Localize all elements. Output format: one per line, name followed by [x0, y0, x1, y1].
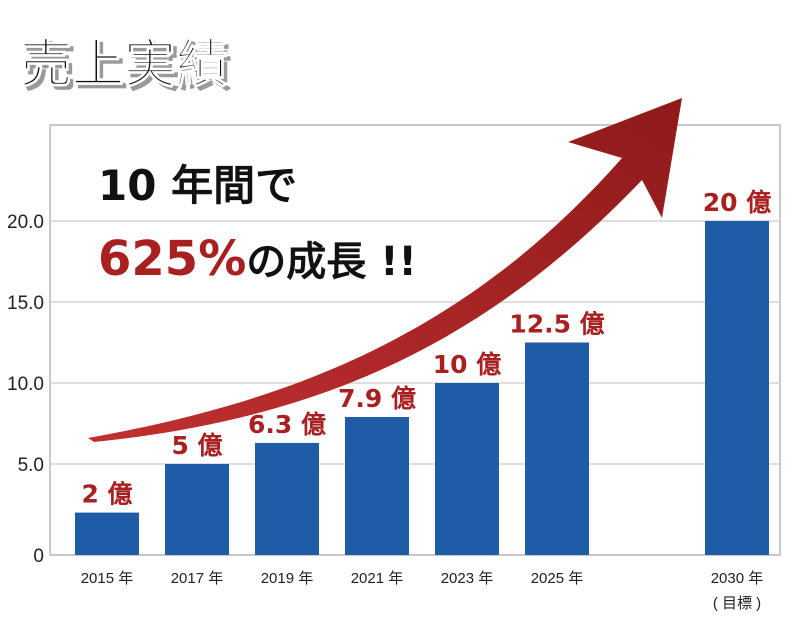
y-tick-label: 15.0 — [7, 293, 44, 314]
x-tick-label: 2019 年 — [261, 570, 314, 587]
chart-title: 売上実績 — [20, 35, 228, 95]
x-axis-ticks: 2015 年 2017 年 2019 年 2021 年 2023 年 2025 年 2030… — [81, 570, 764, 612]
y-tick-label: 20.0 — [7, 212, 44, 233]
bar — [435, 383, 499, 555]
annotation-line2: 625%の成長 !! — [98, 231, 417, 287]
y-axis-ticks: 0 5.0 10.0 15.0 20.0 — [7, 212, 44, 567]
growth-arrow — [88, 98, 682, 442]
x-tick-label: 2023 年 — [441, 570, 494, 587]
bar — [255, 442, 319, 555]
bars — [75, 221, 769, 555]
x-tick-label: 2021 年 — [351, 570, 404, 587]
bar — [345, 417, 409, 555]
value-label: 7.9 億 — [338, 384, 416, 413]
value-labels: 2 億 5 億 6.3 億 7.9 億 10 億12.5 億 20 億 — [81, 188, 771, 509]
value-label: 10 億 — [433, 350, 502, 379]
y-tick-label: 10.0 — [7, 374, 44, 395]
value-label: 5 億 — [171, 431, 222, 460]
bar — [705, 221, 769, 555]
value-label: 20 億 — [703, 188, 772, 217]
x-tick-label: 2025 年 — [531, 570, 584, 587]
bar — [525, 342, 589, 555]
annotation-line1: 10 年間で — [98, 161, 297, 210]
bar — [75, 512, 139, 555]
chart-title-shadow: 売上実績 — [24, 39, 232, 99]
value-label: 6.3 億 — [248, 410, 326, 439]
value-label: 12.5 億 — [509, 310, 604, 339]
bar — [165, 464, 229, 555]
x-tick-label: 2017 年 — [171, 570, 224, 587]
x-tick-label: 2015 年 — [81, 570, 134, 587]
x-tick-note: ( 目標 ) — [713, 595, 761, 612]
grid-lines — [50, 220, 780, 465]
y-tick-label: 0 — [33, 546, 44, 567]
y-tick-label: 5.0 — [18, 455, 44, 476]
x-tick-label: 2030 年 — [711, 570, 764, 587]
growth-percentage: 625% — [98, 231, 246, 287]
growth-text: の成長 !! — [246, 239, 416, 285]
value-label: 2 億 — [81, 480, 132, 509]
